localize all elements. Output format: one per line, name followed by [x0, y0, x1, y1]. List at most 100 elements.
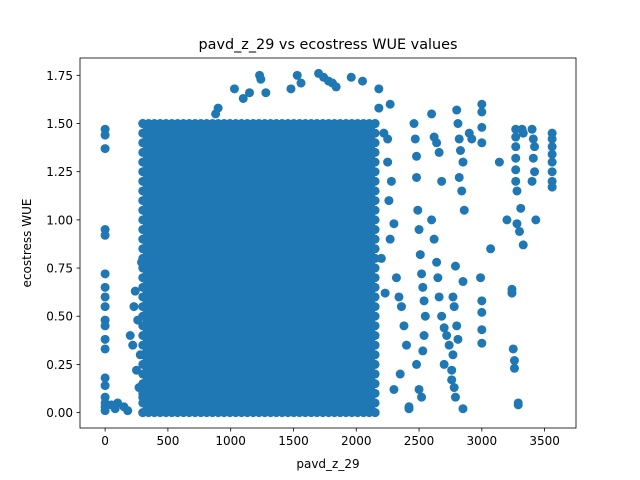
scatter-point	[458, 157, 468, 167]
scatter-point	[432, 257, 442, 267]
cloud-edge-left-point	[138, 244, 148, 254]
scatter-point	[238, 93, 248, 103]
scatter-point	[458, 277, 468, 287]
y-axis-label: ecostress WUE	[20, 199, 34, 288]
scatter-point	[502, 215, 512, 225]
scatter-point	[448, 292, 458, 302]
scatter-point	[507, 284, 517, 294]
scatter-point	[417, 392, 427, 402]
y-axis-ticks: 0.00 0.25 0.50 0.75 1.00 1.25 1.50 1.75	[46, 69, 80, 420]
scatter-point	[412, 359, 422, 369]
scatter-point	[384, 196, 394, 206]
scatter-point	[547, 134, 557, 144]
scatter-point	[410, 134, 420, 144]
y-tick-label: 1.25	[46, 165, 73, 179]
scatter-point	[135, 350, 145, 360]
scatter-point	[376, 253, 386, 263]
cloud-edge-right-point	[370, 282, 380, 292]
scatter-point	[326, 404, 336, 414]
scatter-point	[477, 138, 487, 148]
cloud-edge-left-point	[138, 359, 148, 369]
scatter-point	[142, 350, 152, 360]
y-tick-label: 0.50	[46, 310, 73, 324]
cloud-edge-top-point	[370, 119, 380, 129]
scatter-point	[394, 292, 404, 302]
y-tick-label: 0.75	[46, 262, 73, 276]
scatter-point	[476, 273, 486, 283]
scatter-point	[130, 286, 140, 296]
scatter-point	[128, 340, 138, 350]
scatter-point	[433, 273, 443, 283]
scatter-point	[413, 205, 423, 215]
scatter-point	[132, 365, 142, 375]
scatter-point	[301, 406, 311, 416]
x-axis-label: pavd_z_29	[296, 457, 359, 471]
scatter-point	[508, 344, 518, 354]
scatter-point	[509, 356, 519, 366]
cloud-edge-left-point	[138, 273, 148, 283]
cloud-edge-right-point	[370, 398, 380, 408]
scatter-point	[547, 167, 557, 177]
scatter-point	[100, 144, 110, 154]
axes-frame	[79, 57, 577, 429]
scatter-point	[453, 119, 463, 129]
scatter-point	[261, 88, 271, 98]
cloud-edge-right-point	[370, 350, 380, 360]
scatter-point	[385, 99, 395, 109]
scatter-point	[448, 350, 458, 360]
scatter-point	[385, 234, 395, 244]
cloud-edge-left-point	[138, 196, 148, 206]
x-tick-label: 500	[156, 434, 179, 448]
cloud-edge-right-point	[370, 176, 380, 186]
cloud-edge-right-point	[370, 225, 380, 235]
cloud-edge-right-point	[370, 167, 380, 177]
scatter-point	[137, 257, 147, 267]
scatter-point	[512, 186, 522, 196]
cloud-edge-left-point	[138, 340, 148, 350]
cloud-edge-right-point	[370, 138, 380, 148]
scatter-point	[429, 234, 439, 244]
scatter-point	[100, 344, 110, 354]
cloud-edge-right-point	[370, 359, 380, 369]
cloud-edge-left-point	[138, 302, 148, 312]
cloud-edge-left-point	[138, 225, 148, 235]
scatter-point	[420, 311, 430, 321]
y-tick-label: 0.00	[46, 406, 73, 420]
scatter-point	[374, 84, 384, 94]
cloud-edge-left-point	[138, 292, 148, 302]
cloud-edge-right-point	[370, 196, 380, 206]
scatter-point	[100, 302, 110, 312]
scatter-point	[439, 359, 449, 369]
scatter-point	[409, 119, 419, 129]
scatter-point	[256, 74, 266, 84]
scatter-point	[453, 334, 463, 344]
scatter-point	[383, 157, 393, 167]
scatter-point	[391, 273, 401, 283]
scatter-point	[514, 226, 524, 236]
scatter-point	[531, 215, 541, 225]
scatter-point	[447, 365, 457, 375]
y-tick-label: 1.75	[46, 69, 73, 83]
scatter-point	[442, 331, 452, 340]
scatter-point	[229, 84, 239, 94]
scatter-point	[477, 122, 487, 132]
scatter-point	[459, 205, 469, 215]
scatter-point	[486, 244, 496, 254]
scatter-point	[547, 149, 557, 159]
scatter-point	[452, 321, 462, 331]
scatter-point	[477, 325, 487, 335]
x-tick-label: 1000	[215, 434, 246, 448]
scatter-point	[437, 176, 447, 186]
data-points	[100, 68, 557, 416]
cloud-edge-right-point	[370, 253, 380, 263]
cloud-edge-left-point	[138, 234, 148, 244]
scatter-point	[286, 84, 296, 94]
scatter-point	[331, 82, 341, 92]
cloud-edge-left-point	[138, 282, 148, 292]
scatter-point	[138, 392, 148, 402]
scatter-point	[547, 182, 557, 192]
scatter-point	[401, 340, 411, 350]
scatter-point	[100, 381, 110, 391]
scatter-point	[418, 282, 428, 292]
